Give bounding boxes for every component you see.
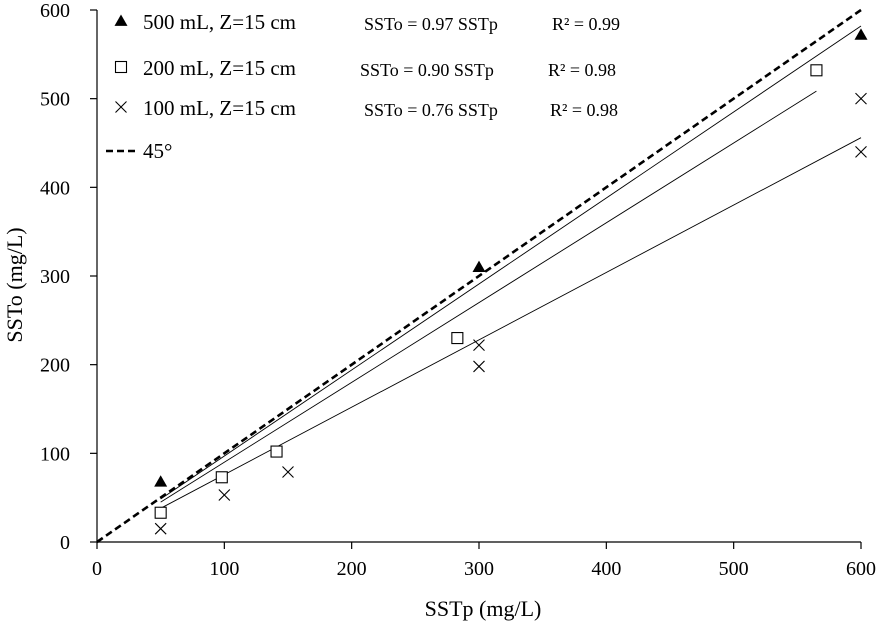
legend-label-series-3: 100 mL, Z=15 cm xyxy=(143,96,296,120)
x-tick-label: 200 xyxy=(337,558,367,580)
data-point-series-2 xyxy=(810,64,823,77)
data-point-series-3 xyxy=(154,522,167,535)
data-point-series-1 xyxy=(854,28,868,40)
y-tick-label: 500 xyxy=(40,89,70,111)
fit-line-series-3 xyxy=(160,137,862,509)
data-point-series-2 xyxy=(451,332,464,345)
x-tick-label: 300 xyxy=(464,558,494,580)
legend-equation-series-1: SSTo = 0.97 SSTp xyxy=(364,14,498,34)
x-tick-label: 400 xyxy=(591,558,621,580)
legend-label-series-1: 500 mL, Z=15 cm xyxy=(143,10,296,34)
legend-r2-series-2: R² = 0.98 xyxy=(548,60,616,80)
legend-equation-series-3: SSTo = 0.76 SSTp xyxy=(364,100,498,120)
data-point-series-3 xyxy=(855,92,867,105)
x-tick-label: 0 xyxy=(92,558,102,580)
y-tick-label: 400 xyxy=(40,177,70,199)
fit-line-series-2 xyxy=(160,90,817,503)
data-point-series-2 xyxy=(154,506,167,519)
data-point-series-3 xyxy=(473,339,485,352)
y-tick-label: 100 xyxy=(40,443,70,465)
legend-marker-series-2 xyxy=(114,60,128,74)
legend-label-reference: 45° xyxy=(143,139,172,163)
data-point-series-1 xyxy=(154,475,168,487)
axes: 0 100 200 300 400 500 600 0 100 200 300 400 500 600 xyxy=(40,0,876,580)
data-point-series-2 xyxy=(215,471,228,484)
legend-marker-series-3 xyxy=(115,101,127,113)
y-tick-label: 300 xyxy=(40,266,70,288)
legend-r2-series-1: R² = 0.99 xyxy=(552,14,620,34)
data-points xyxy=(154,28,868,535)
data-point-series-2 xyxy=(270,445,283,458)
reference-line-45 xyxy=(96,8,862,544)
y-axis-label: SSTo (mg/L) xyxy=(2,227,27,342)
y-tick-label: 0 xyxy=(60,532,70,554)
x-tick-label: 600 xyxy=(846,558,876,580)
data-point-series-3 xyxy=(282,466,294,478)
legend-r2-series-3: R² = 0.98 xyxy=(550,100,618,120)
data-point-series-1 xyxy=(472,260,486,273)
data-point-series-3 xyxy=(473,360,485,373)
legend-label-series-2: 200 mL, Z=15 cm xyxy=(143,56,296,80)
fit-line-series-1 xyxy=(160,25,862,500)
y-tick-label: 600 xyxy=(40,0,70,22)
legend: 500 mL, Z=15 cm SSTo = 0.97 SSTp R² = 0.99… xyxy=(106,10,620,163)
data-point-series-3 xyxy=(855,145,867,158)
legend-equation-series-2: SSTo = 0.90 SSTp xyxy=(360,60,494,80)
x-tick-label: 500 xyxy=(719,558,749,580)
legend-marker-series-1 xyxy=(114,14,128,26)
y-tick-label: 200 xyxy=(40,355,70,377)
x-tick-label: 100 xyxy=(209,558,239,580)
x-axis-label: SSTp (mg/L) xyxy=(425,596,542,621)
data-point-series-3 xyxy=(218,489,231,501)
reference-line-group xyxy=(96,8,862,544)
